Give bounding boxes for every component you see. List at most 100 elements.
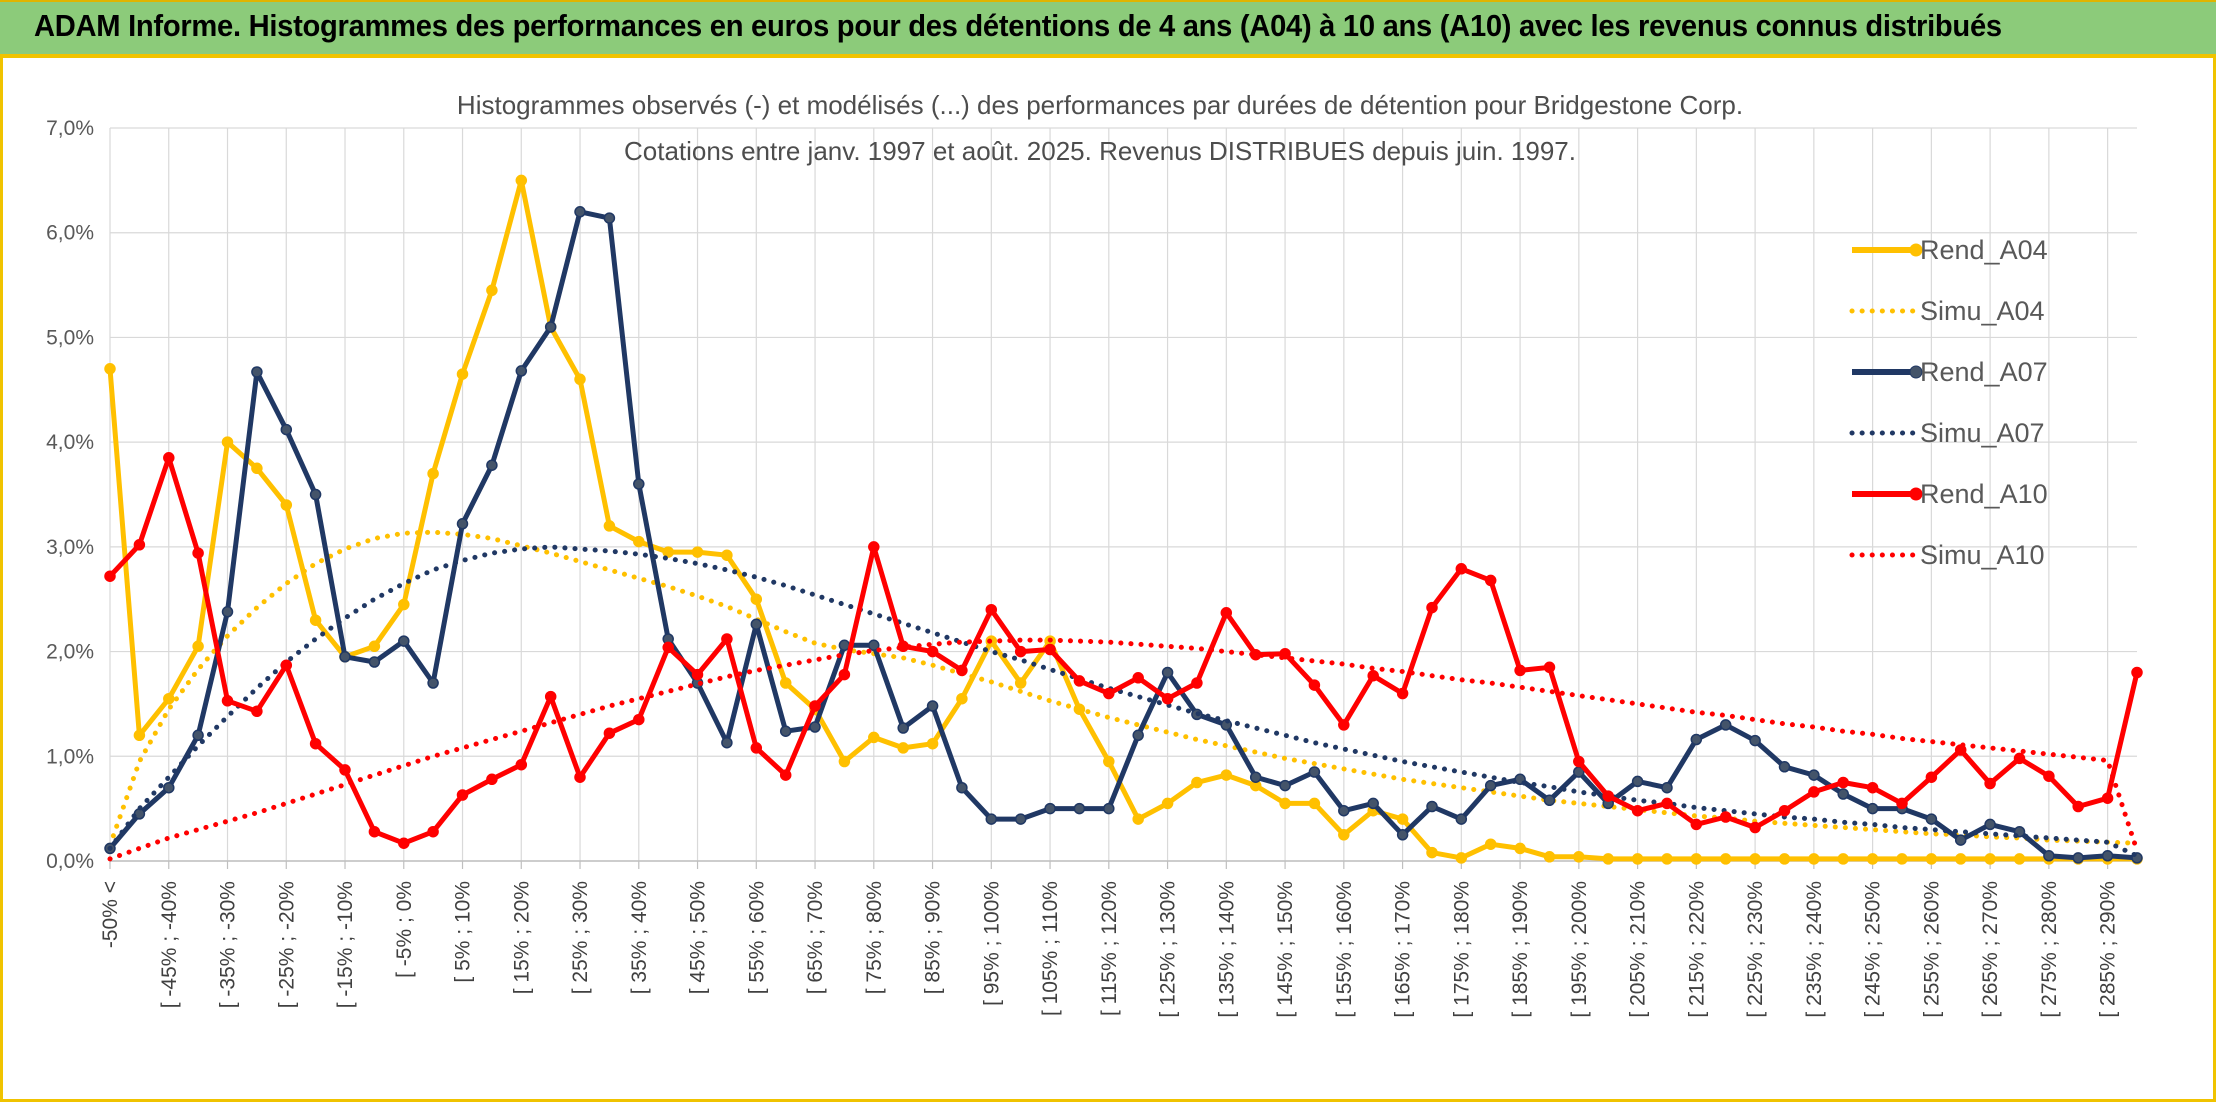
y-tick-label: 7,0%	[46, 117, 94, 140]
x-tick-label: [ 135% ; 140%	[1215, 881, 1238, 1018]
x-tick-label: [ 25% ; 30%	[569, 881, 592, 994]
data-point	[809, 700, 821, 712]
data-point	[662, 546, 674, 558]
data-point	[1455, 852, 1468, 864]
x-tick-label: [ 95% ; 100%	[980, 881, 1003, 1006]
data-point	[1631, 853, 1644, 865]
data-point	[339, 651, 351, 663]
data-point	[868, 541, 880, 553]
data-point	[368, 825, 381, 838]
data-point	[1484, 574, 1497, 587]
legend-item-rend_a07: Rend_A07	[1852, 357, 2048, 387]
data-point	[251, 705, 263, 718]
data-point	[1690, 733, 1703, 746]
x-tick-label: [ 85% ; 90%	[922, 881, 945, 994]
x-tick-label: [ -5% ; 0%	[393, 881, 416, 978]
data-point	[1249, 771, 1262, 783]
gridlines	[109, 127, 2137, 869]
data-point	[515, 174, 528, 187]
data-point	[2013, 853, 2026, 865]
y-tick-label: 4,0%	[46, 431, 94, 454]
data-point	[1690, 853, 1703, 865]
data-point	[1396, 687, 1409, 700]
data-point	[838, 668, 851, 681]
legend-label: Simu_A07	[1920, 418, 2045, 448]
legend-label: Rend_A04	[1920, 235, 2048, 265]
data-point	[1338, 719, 1350, 731]
data-point	[309, 488, 322, 501]
data-point	[1749, 821, 1761, 834]
x-tick-label: [ 155% ; 160%	[1333, 881, 1356, 1018]
data-point	[868, 731, 880, 744]
x-tick-label: [ 235% ; 240%	[1803, 881, 1826, 1018]
data-point	[1573, 755, 1585, 768]
data-point	[662, 641, 674, 654]
data-point	[1484, 779, 1497, 792]
x-tick-label: [ 175% ; 180%	[1450, 881, 1473, 1018]
data-point	[133, 539, 146, 551]
data-point	[280, 659, 293, 671]
data-point	[897, 742, 909, 754]
data-point	[1543, 794, 1556, 807]
data-point	[721, 736, 733, 749]
data-point	[486, 773, 498, 786]
series-group	[104, 174, 2143, 865]
data-point	[251, 462, 263, 475]
data-point	[1543, 661, 1556, 674]
data-point	[2072, 800, 2084, 813]
data-point	[1220, 607, 1233, 619]
data-point	[544, 690, 557, 703]
chart-frame	[0, 58, 2216, 1102]
data-point	[368, 640, 381, 653]
data-point	[1338, 804, 1350, 817]
data-point	[1631, 775, 1644, 788]
data-point	[309, 737, 322, 750]
data-point	[1896, 797, 1908, 810]
data-point	[1073, 802, 1086, 815]
data-point	[1514, 842, 1526, 855]
data-point	[1749, 853, 1761, 865]
data-point	[163, 452, 175, 464]
y-tick-label: 6,0%	[46, 222, 94, 245]
data-point	[163, 781, 175, 794]
y-tick-label: 0,0%	[46, 850, 94, 873]
data-point	[1661, 853, 1673, 865]
data-point	[1984, 853, 1996, 865]
data-point	[1866, 853, 1879, 865]
data-point	[1308, 679, 1321, 691]
chart-subtitle: Cotations entre janv. 1997 et août. 2025…	[624, 136, 1576, 166]
legend-label: Rend_A10	[1920, 479, 2048, 509]
data-point	[1984, 777, 1996, 790]
x-tick-label: [ 115% ; 120%	[1098, 881, 1121, 1016]
data-point	[1396, 829, 1409, 841]
data-point	[1866, 781, 1879, 794]
x-tick-label: [ 5% ; 10%	[452, 881, 475, 983]
x-tick-label: [ -35% ; -30%	[217, 881, 240, 1008]
data-point	[1455, 813, 1468, 825]
data-point	[1866, 802, 1879, 815]
x-tick-label: [ -25% ; -20%	[275, 881, 298, 1008]
data-point	[1132, 813, 1144, 825]
data-point	[809, 721, 821, 733]
data-point	[1132, 729, 1144, 742]
data-point	[1837, 776, 1849, 789]
data-point	[2072, 852, 2084, 864]
legend-label: Simu_A04	[1920, 296, 2045, 326]
data-point	[897, 722, 909, 734]
data-point	[1191, 677, 1203, 689]
series-line	[107, 529, 2140, 848]
data-point	[1279, 797, 1291, 810]
data-point	[633, 535, 645, 548]
data-point	[1338, 829, 1350, 841]
legend-item-simu_a04: Simu_A04	[1849, 296, 2045, 326]
data-point	[750, 618, 763, 631]
data-point	[721, 549, 733, 561]
data-point	[1308, 766, 1321, 778]
data-point	[691, 546, 704, 558]
data-point	[1808, 853, 1820, 865]
data-point	[691, 668, 704, 681]
legend-item-simu_a10: Simu_A10	[1849, 540, 2045, 570]
data-point	[192, 729, 204, 742]
data-point	[1954, 853, 1967, 865]
data-point	[1426, 601, 1438, 614]
